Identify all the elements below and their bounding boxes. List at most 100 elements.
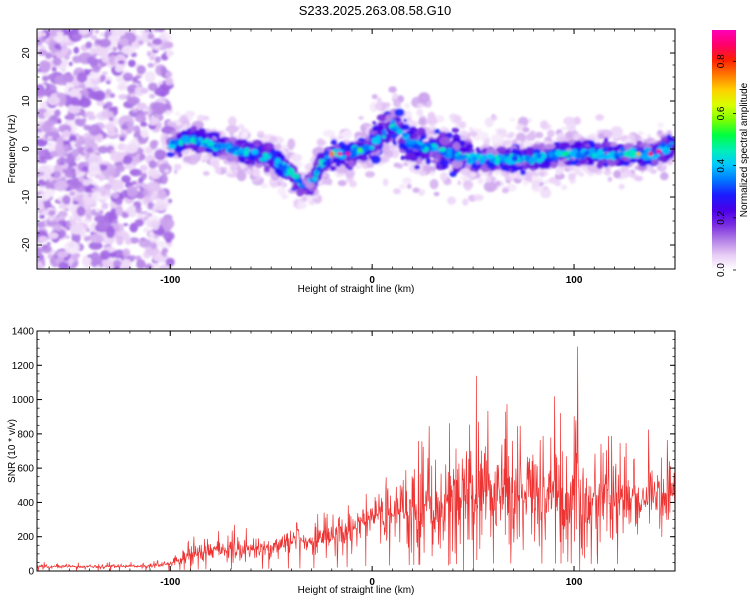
spectrogram-cell: [37, 261, 44, 269]
spectrogram-cell: [403, 118, 408, 123]
spectrogram-cell: [604, 137, 609, 143]
spectrogram-cell: [115, 164, 125, 173]
spectrogram-cell: [37, 131, 44, 139]
spectrogram-cell: [78, 97, 92, 108]
spectrogram-cell: [229, 131, 235, 137]
spectrogram-cell: [506, 134, 514, 139]
spectrogram-cell: [569, 160, 578, 166]
spectrogram-cell: [153, 254, 165, 262]
spectrogram-cell: [164, 77, 174, 86]
spectrogram-cell: [92, 65, 101, 73]
spectrogram-cell: [567, 164, 574, 171]
spectrogram-cell: [646, 134, 652, 138]
spectrogram-cell: [473, 194, 484, 201]
spectrogram-cell: [290, 173, 295, 178]
spectrogram-cell: [269, 135, 278, 143]
spectrogram-cell: [412, 143, 421, 151]
spectrogram-cell: [617, 152, 625, 158]
spectrogram-cell: [64, 256, 69, 261]
spectrogram-cell: [434, 128, 441, 134]
spectrogram-cell: [71, 135, 77, 140]
spectrogram-cell: [219, 154, 228, 160]
spectrogram-cell: [307, 177, 312, 183]
spectrogram-cell: [345, 151, 351, 156]
spectrogram-cell: [644, 147, 652, 154]
spectrogram-cell: [48, 210, 56, 216]
spectrogram-cell: [667, 143, 673, 149]
spectrogram-cell: [287, 138, 296, 150]
spectrogram-cell: [78, 138, 86, 145]
spectrogram-cell: [72, 200, 79, 205]
spectrogram-cell: [96, 100, 106, 107]
spectrogram-cell: [42, 75, 49, 82]
spectrogram-cell: [84, 111, 95, 117]
spectrogram-cell: [569, 152, 576, 158]
spectrogram-cell: [111, 192, 120, 199]
spectrogram-cell: [147, 168, 159, 176]
spectrogram-cell: [490, 134, 504, 144]
spectrogram-cell: [413, 164, 421, 170]
spectrogram-cell: [50, 150, 59, 158]
spectrogram-cell: [286, 167, 295, 175]
spectrogram-cell: [440, 171, 448, 182]
spectrogram-cell: [619, 147, 626, 152]
spectrogram-cell: [88, 241, 103, 250]
spectrogram-cell: [648, 151, 654, 157]
spectrogram-cell: [164, 169, 170, 173]
spectrogram-x-ticks: -100 0 100: [48, 29, 676, 286]
spectrogram-cell: [430, 170, 435, 176]
spectrogram-cell: [132, 106, 137, 110]
spectrogram-cell: [152, 102, 166, 115]
spectrogram-cell: [44, 188, 55, 198]
y-tick-label: 1400: [12, 327, 35, 338]
y-tick-label: 0: [28, 567, 34, 578]
spectrogram-cell: [563, 151, 569, 156]
spectrogram-cell: [618, 183, 625, 190]
spectrogram-cell: [165, 257, 175, 267]
spectrogram-cell: [88, 162, 101, 176]
spectrogram-cell: [357, 147, 363, 153]
spectrogram-cell: [167, 143, 176, 150]
spectrogram-cell: [597, 133, 605, 140]
spectrogram-cell: [37, 246, 43, 257]
spectrogram-cell: [160, 66, 167, 73]
spectrogram-cell: [416, 108, 424, 117]
spectrogram-cell: [174, 112, 181, 116]
spectrogram-cell: [78, 84, 84, 89]
spectrogram-cell: [516, 139, 522, 145]
spectrogram-cell: [101, 54, 110, 64]
spectrogram-cell: [224, 142, 232, 148]
snr-y-axis-label: SNR (10 * v/v): [7, 419, 18, 483]
spectrogram-cell: [405, 160, 412, 165]
spectrogram-cell: [637, 131, 644, 135]
spectrogram-cell: [175, 120, 182, 126]
spectrogram-cell: [136, 80, 142, 85]
spectrogram-cell: [458, 121, 467, 129]
spectrogram-cell: [148, 160, 157, 169]
spectrogram-cell: [490, 176, 496, 182]
spectrogram-cell: [215, 144, 219, 150]
spectrogram-cell: [596, 161, 604, 169]
spectrogram-cell: [229, 165, 236, 171]
spectrogram-cell: [484, 117, 494, 128]
spectrogram-cell: [559, 141, 571, 149]
spectrogram-cell: [68, 258, 74, 264]
x-tick-label: 0: [369, 275, 375, 286]
spectrogram-cell: [501, 171, 506, 177]
x-tick-label: 100: [566, 275, 583, 286]
spectrogram-cell: [150, 242, 158, 250]
spectrogram-cell: [52, 57, 62, 66]
spectrogram-cell: [77, 119, 86, 127]
spectrogram-cell: [157, 240, 167, 249]
spectrogram-cell: [152, 38, 163, 46]
spectrogram-cell: [53, 34, 64, 43]
spectrogram-cell: [112, 259, 122, 267]
spectrogram-cell: [262, 142, 275, 151]
spectrogram-cell: [121, 175, 131, 183]
spectrogram-cell: [38, 60, 51, 73]
spectrogram-cell: [349, 180, 357, 188]
spectrogram-cell: [190, 125, 198, 132]
spectrogram-cell: [118, 38, 129, 46]
x-tick-label: 0: [369, 577, 375, 588]
